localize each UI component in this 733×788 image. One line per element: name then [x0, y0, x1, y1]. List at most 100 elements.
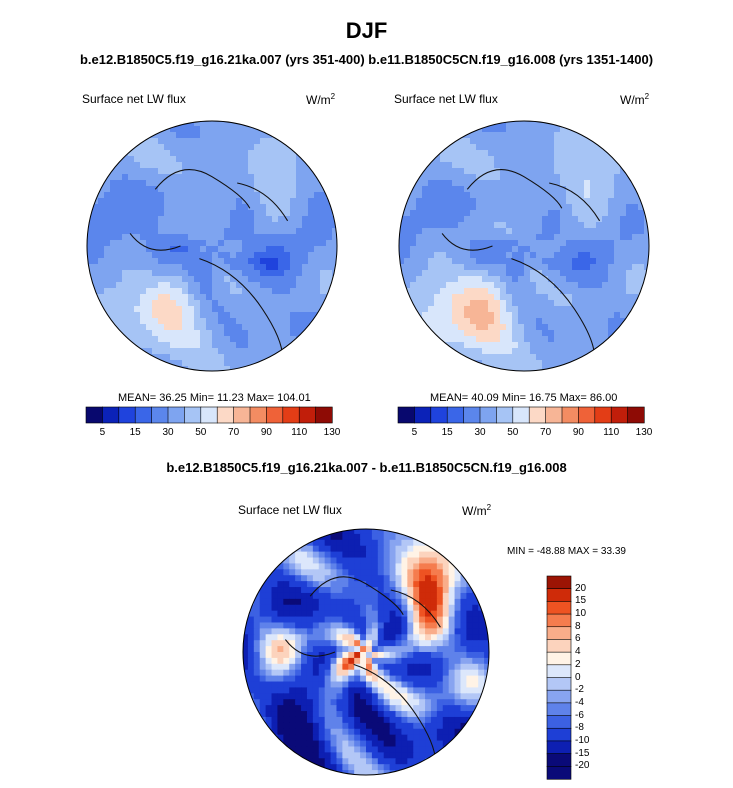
- map-cell: [614, 324, 621, 331]
- map-cell: [566, 222, 573, 229]
- colorbar-box: [282, 406, 300, 424]
- map-cell: [248, 174, 255, 181]
- map-cell: [428, 234, 435, 241]
- map-cell: [230, 180, 237, 187]
- map-cell: [602, 336, 609, 343]
- map-cell: [236, 156, 243, 163]
- map-cell: [620, 216, 627, 223]
- map-cell: [590, 156, 597, 163]
- map-cell: [590, 150, 597, 157]
- map-cell: [476, 312, 483, 319]
- map-cell: [146, 204, 153, 211]
- map-cell: [506, 354, 513, 361]
- map-cell: [371, 657, 379, 665]
- map-cell: [122, 186, 129, 193]
- map-cell: [560, 216, 567, 223]
- map-cell: [436, 604, 444, 612]
- map-cell: [92, 228, 99, 235]
- map-cell: [419, 752, 426, 759]
- map-cell: [302, 168, 309, 175]
- map-cell: [448, 657, 456, 665]
- map-cell: [377, 592, 385, 600]
- map-cell: [266, 240, 273, 247]
- map-cell: [306, 539, 314, 547]
- map-cell: [248, 234, 255, 241]
- map-cell: [248, 336, 255, 343]
- map-cell: [638, 282, 645, 289]
- map-cell: [289, 557, 296, 565]
- map-cell: [278, 180, 285, 187]
- map-cell: [470, 192, 477, 199]
- map-cell: [530, 276, 537, 283]
- map-cell: [560, 354, 567, 361]
- map-cell: [146, 240, 153, 247]
- map-cell: [188, 264, 195, 271]
- map-cell: [348, 575, 355, 582]
- map-cell: [272, 216, 279, 223]
- map-cell: [296, 330, 303, 337]
- map-cell: [584, 222, 591, 229]
- map-cell: [500, 216, 507, 223]
- map-cell: [200, 162, 207, 169]
- map-cell: [638, 264, 645, 271]
- map-cell: [236, 144, 243, 151]
- map-cell: [536, 216, 543, 223]
- map-cell: [265, 705, 273, 712]
- map-cell: [366, 699, 373, 706]
- map-cell: [482, 162, 489, 169]
- map-cell: [314, 276, 321, 283]
- map-cell: [399, 264, 405, 271]
- map-cell: [422, 228, 429, 235]
- map-cell: [446, 216, 453, 223]
- colorbar-box: [233, 406, 251, 424]
- map-cell: [284, 318, 291, 325]
- map-cell: [200, 192, 207, 199]
- map-cell: [488, 288, 495, 295]
- map-cell: [620, 192, 627, 199]
- map-cell: [377, 693, 385, 700]
- map-cell: [542, 168, 549, 175]
- map-cell: [290, 216, 297, 223]
- map-cell: [446, 144, 453, 151]
- map-cell: [566, 216, 573, 223]
- map-cell: [584, 294, 591, 301]
- map-cell: [212, 294, 219, 301]
- map-cell: [560, 234, 567, 241]
- map-cell: [277, 604, 284, 612]
- map-cell: [548, 312, 555, 319]
- map-cell: [230, 228, 237, 235]
- map-cell: [383, 551, 391, 559]
- map-cell: [92, 240, 99, 247]
- map-cell: [283, 687, 290, 694]
- map-cell: [407, 669, 414, 677]
- map-cell: [318, 539, 326, 547]
- map-cell: [542, 366, 549, 371]
- map-cell: [247, 663, 255, 671]
- map-cell: [608, 270, 615, 277]
- map-cell: [632, 246, 639, 253]
- map-cell: [278, 258, 285, 265]
- map-cell: [152, 180, 159, 187]
- map-cell: [626, 306, 633, 313]
- map-cell: [194, 258, 201, 265]
- map-cell: [470, 240, 477, 247]
- map-cell: [407, 539, 414, 547]
- map-cell: [626, 180, 633, 187]
- map-cell: [377, 722, 385, 730]
- map-cell: [572, 180, 579, 187]
- map-cell: [401, 557, 408, 565]
- colorbar-box: [315, 406, 333, 424]
- map-cell: [110, 168, 117, 175]
- map-cell: [482, 354, 489, 361]
- map-cell: [348, 539, 355, 547]
- map-cell: [407, 616, 414, 624]
- map-cell: [614, 198, 621, 205]
- colorbar-tick-label: 70: [228, 427, 240, 438]
- map-cell: [425, 687, 432, 694]
- map-cell: [460, 587, 467, 594]
- colorbar-box: [200, 406, 218, 424]
- map-cell: [170, 162, 177, 169]
- map-cell: [458, 168, 465, 175]
- map-cell: [413, 752, 420, 759]
- map-cell: [422, 216, 429, 223]
